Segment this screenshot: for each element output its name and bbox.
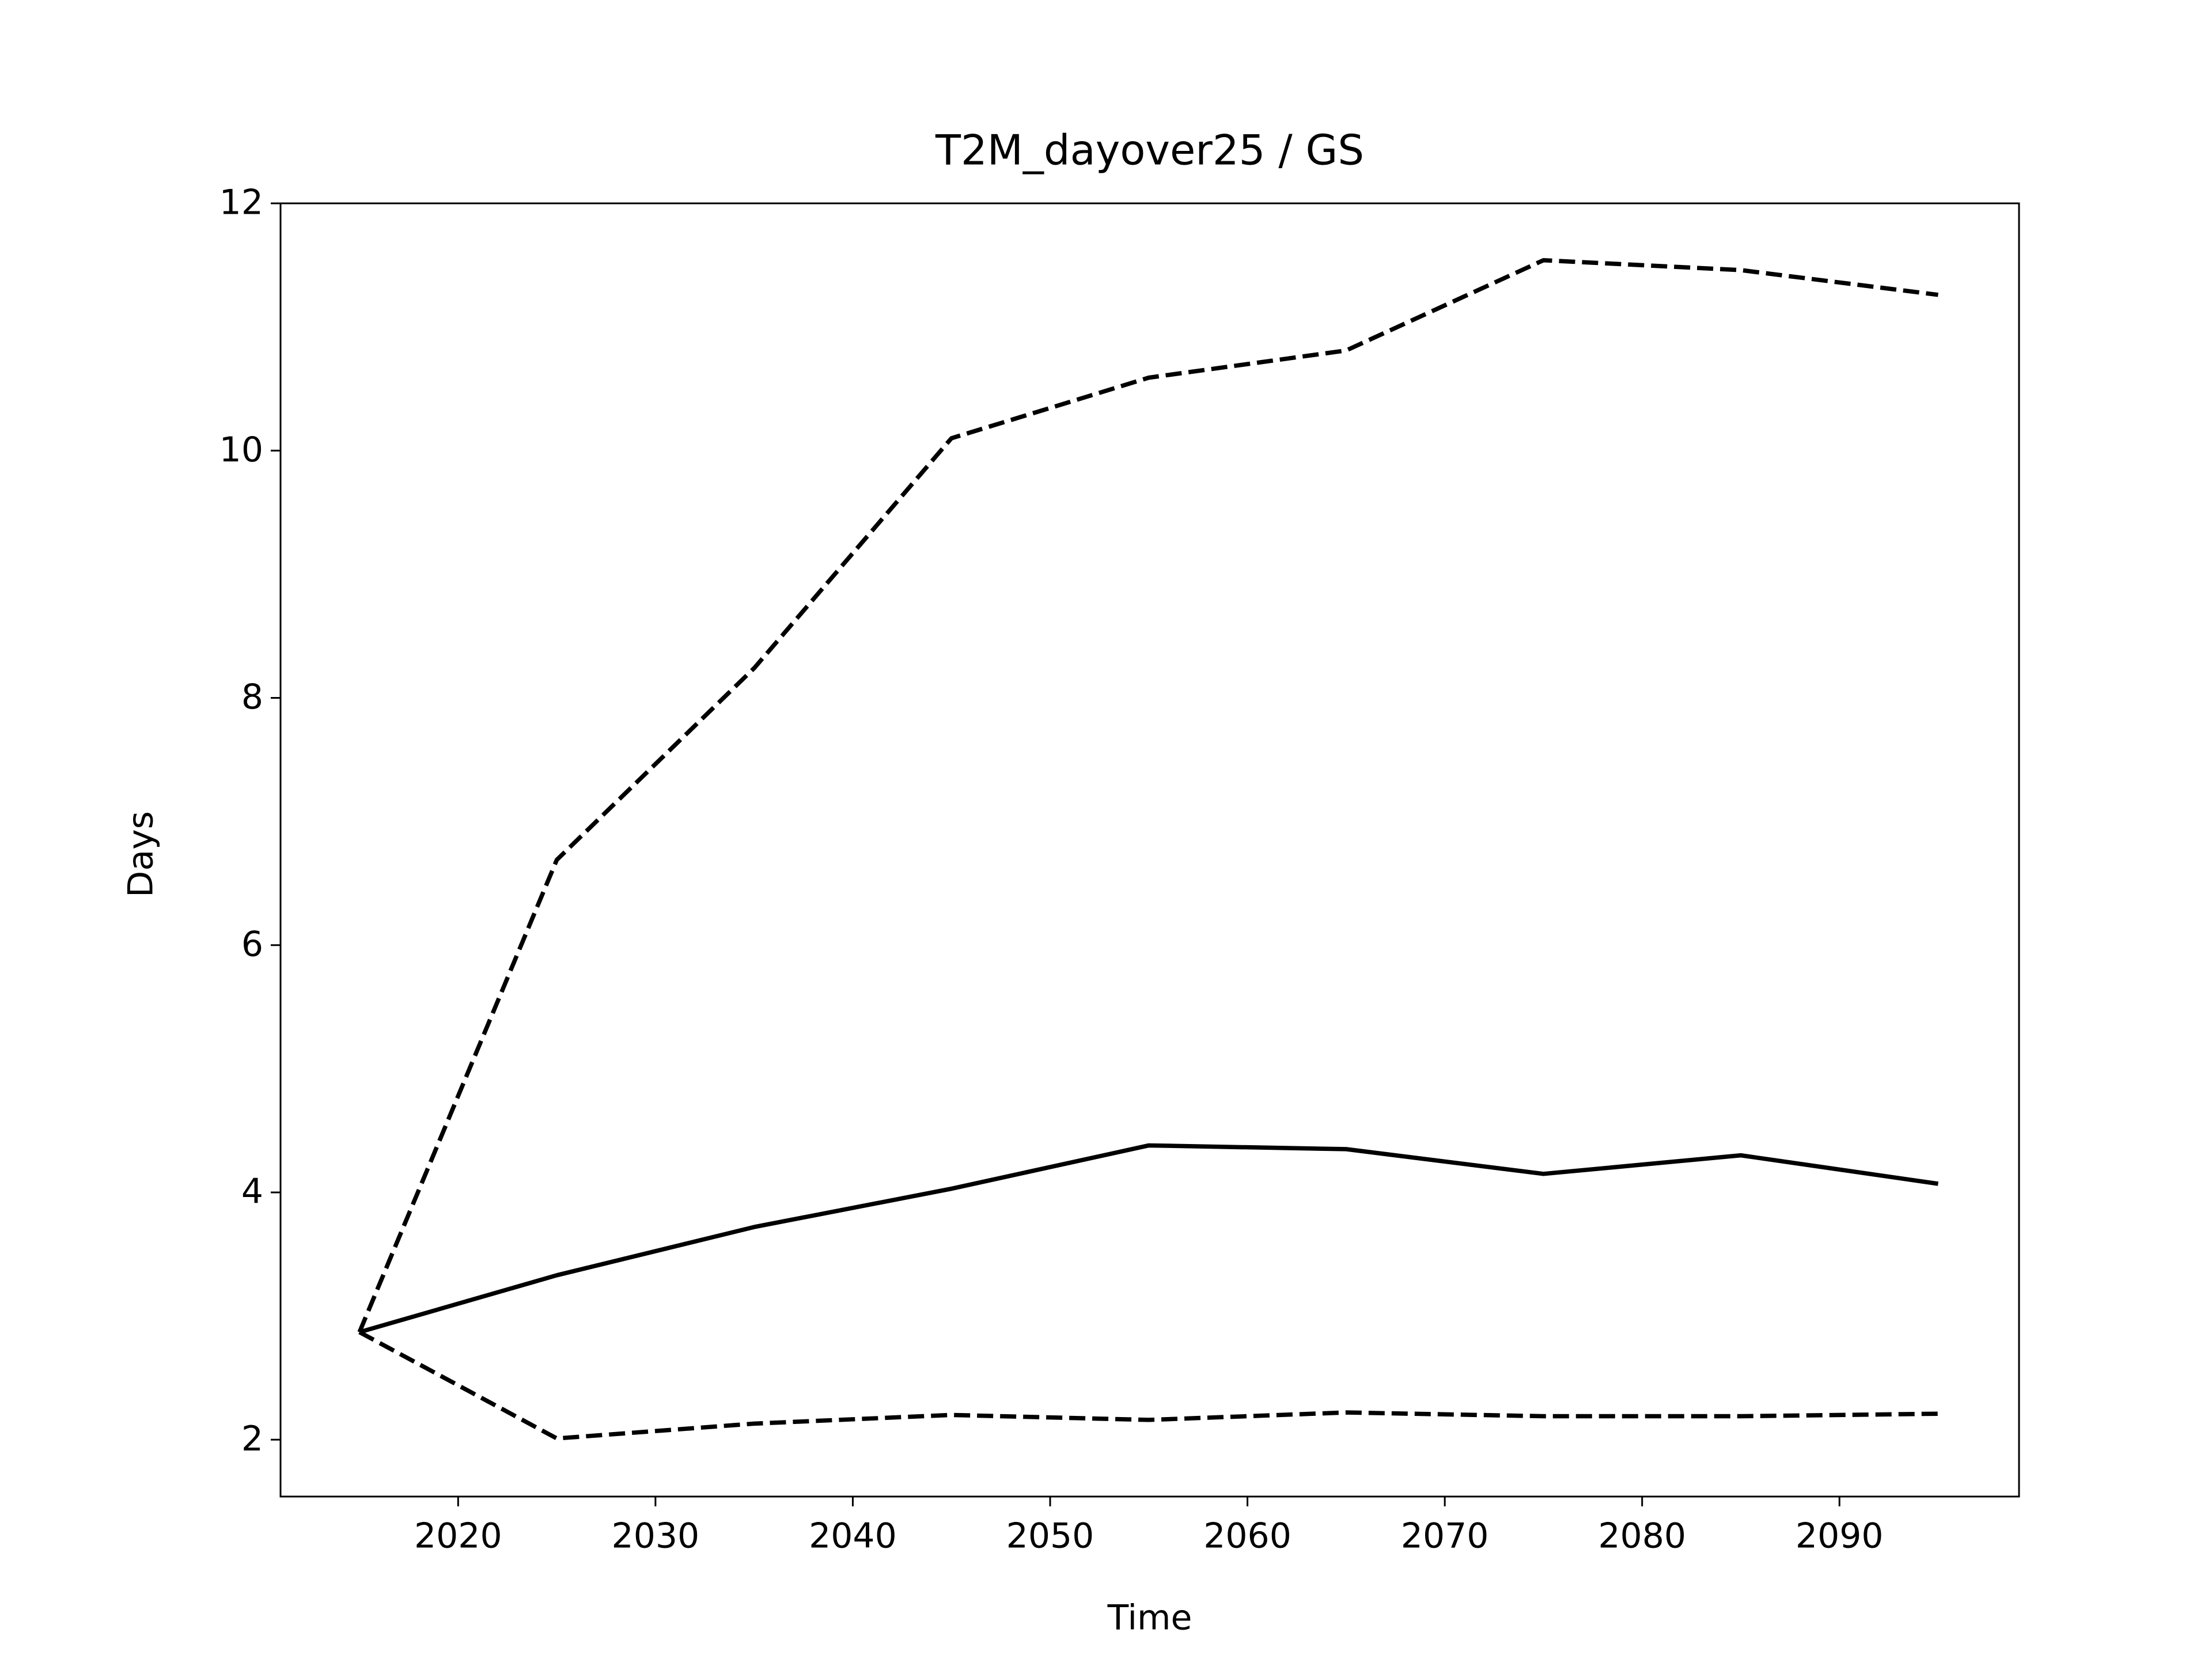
y-tick-label: 6 [241, 924, 263, 964]
x-tick-label: 2020 [414, 1516, 502, 1556]
y-tick-label: 8 [241, 677, 263, 717]
x-tick-label: 2080 [1598, 1516, 1686, 1556]
x-tick-label: 2060 [1203, 1516, 1291, 1556]
x-tick-label: 2050 [1006, 1516, 1094, 1556]
y-tick-label: 12 [219, 183, 263, 223]
x-tick-label: 2030 [612, 1516, 700, 1556]
x-tick-label: 2040 [809, 1516, 897, 1556]
data-line [358, 1143, 1939, 1335]
y-axis-label: Days [121, 811, 161, 897]
data-line [357, 257, 1939, 1333]
plot-frame [279, 202, 2020, 1498]
chart-title: T2M_dayover25 / GS [935, 126, 1364, 175]
x-axis-label: Time [1107, 1598, 1192, 1638]
y-tick-label: 2 [241, 1419, 263, 1459]
y-tick-label: 4 [241, 1172, 263, 1212]
x-tick-label: 2070 [1401, 1516, 1489, 1556]
x-tick-label: 2090 [1796, 1516, 1884, 1556]
data-line [358, 1330, 1938, 1441]
y-tick-label: 10 [219, 430, 263, 470]
